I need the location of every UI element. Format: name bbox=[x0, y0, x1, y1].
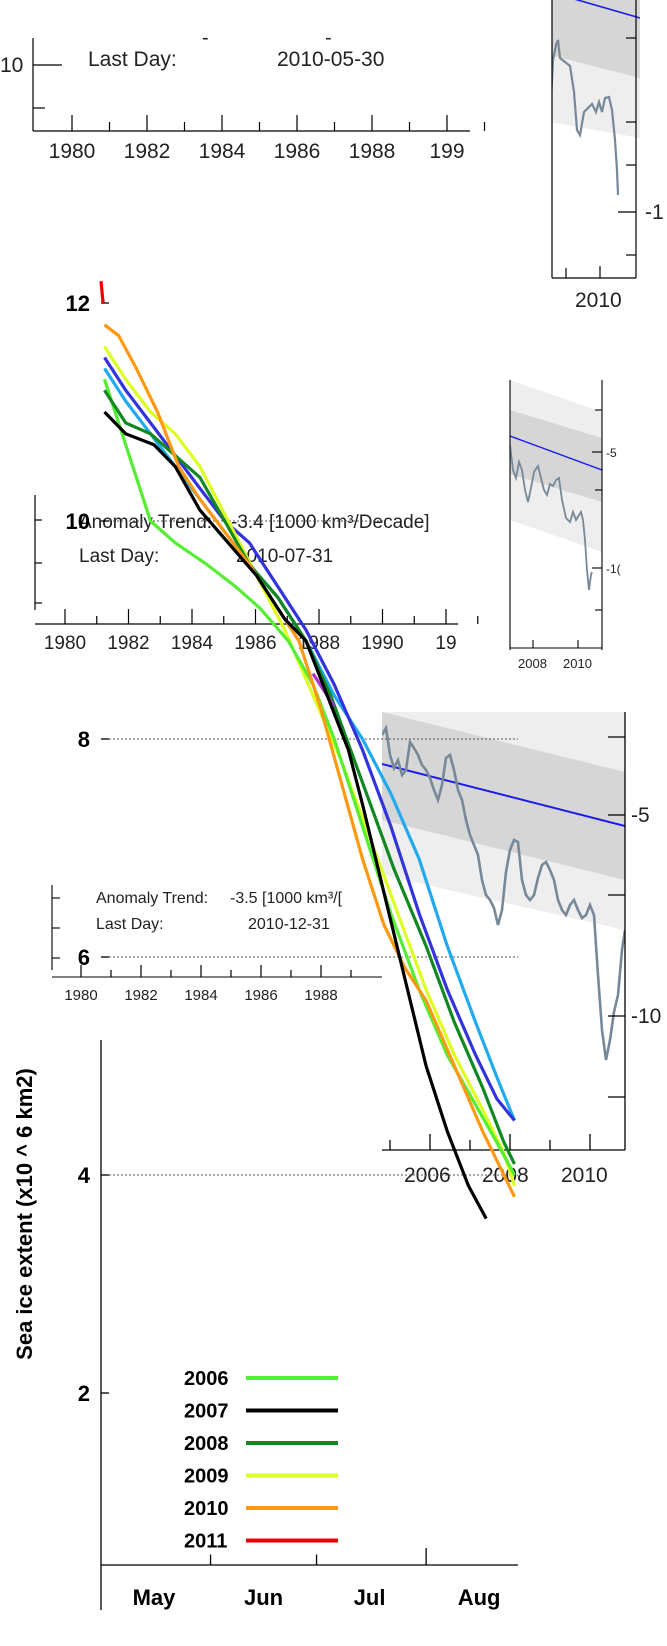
panel1-x-tick-label: 199 bbox=[429, 140, 464, 163]
main-legend: 2006 2007 2008 2009 2010 2011 bbox=[172, 1362, 357, 1555]
main-y-tick-label: 8 bbox=[78, 727, 90, 752]
panel1-y-tick-label: 10 bbox=[0, 54, 23, 77]
panel2-inset-x-tick-2010: 2010 bbox=[563, 656, 592, 671]
panel3-inset-anomaly-line bbox=[382, 724, 625, 1061]
panel1-x-tick-label: 1984 bbox=[199, 140, 246, 163]
panel-3: Anomaly Trend: -3.5 [1000 km³/[ Last Day… bbox=[51, 712, 661, 1187]
panel2-inset bbox=[510, 380, 602, 591]
panel1-x-tick-label: 1982 bbox=[124, 140, 171, 163]
panel-2: Anomaly Trend: -3.4 [1000 km³/Decade] La… bbox=[34, 380, 621, 671]
main-x-tick-label: May bbox=[133, 1585, 177, 1610]
panel1-inset-x-tick-label: 2010 bbox=[575, 289, 622, 312]
panel1-x-tick-label: 1988 bbox=[349, 140, 396, 163]
panel1-x-tick-label: 1986 bbox=[274, 140, 321, 163]
panel2-inset-y-tick-a: -5 bbox=[606, 446, 617, 460]
series-line-extra-6 bbox=[103, 356, 516, 1122]
panel1-inset-band-inner bbox=[552, 0, 640, 78]
legend-label: 2010 bbox=[184, 1498, 229, 1520]
panel1-x-tick-label: 1980 bbox=[49, 140, 96, 163]
panel3-x-tick-label: 1982 bbox=[124, 987, 157, 1004]
panel2-x-tick-label: 19 bbox=[435, 633, 456, 654]
panel3-x-ticks: 1980 1982 1984 1986 1988 bbox=[64, 965, 352, 1004]
panel1-last-day-value: 2010-05-30 bbox=[277, 48, 384, 71]
panel3-last-day-label: Last Day: bbox=[96, 916, 164, 933]
series-line-2011 bbox=[99, 281, 105, 304]
panel3-x-tick-label: 1988 bbox=[304, 987, 337, 1004]
panel2-inset-x-tick-2008: 2008 bbox=[518, 656, 547, 671]
panel3-trend-value: -3.5 [1000 km³/[ bbox=[230, 890, 343, 907]
panel3-x-tick-label: 1986 bbox=[244, 987, 277, 1004]
main-y-tick-label: 4 bbox=[78, 1163, 91, 1188]
panel3-x-tick-label: 1984 bbox=[184, 987, 217, 1004]
panel3-inset-y-tick-b: -10 bbox=[631, 1005, 661, 1028]
panel1-cut-text-2: - bbox=[325, 27, 332, 49]
panel1-inset bbox=[552, 0, 641, 196]
panel2-trend-value: -3.4 [1000 km³/Decade] bbox=[231, 512, 430, 533]
main-chart: Sea ice extent (x10 ^ 6 km2) 2 4 6 8 10 12 Ma… bbox=[12, 281, 518, 1610]
main-x-tick-label: Aug bbox=[458, 1585, 501, 1610]
main-x-tick-label: Jul bbox=[354, 1585, 386, 1610]
panel1-inset-trend-line bbox=[574, 0, 641, 19]
panel3-last-day-value: 2010-12-31 bbox=[248, 916, 330, 933]
main-x-tick-label: Jun bbox=[244, 1585, 283, 1610]
panel1-last-day-label: Last Day: bbox=[88, 48, 177, 71]
panel2-x-tick-label: 1982 bbox=[107, 633, 149, 654]
panel3-inset-y-tick-a: -5 bbox=[631, 804, 650, 827]
panel2-x-tick-label: 1990 bbox=[361, 633, 403, 654]
panel2-inset-trend-line bbox=[510, 435, 602, 471]
panel3-inset-x-tick-2006: 2006 bbox=[404, 1164, 451, 1187]
panel3-inset-x-tick-2010: 2010 bbox=[561, 1164, 608, 1187]
main-y-ticks: 2 4 6 8 10 12 bbox=[66, 291, 109, 1406]
panel1-x-ticks: 1980 1982 1984 1986 1988 199 bbox=[49, 115, 486, 163]
main-y-tick-label: 6 bbox=[78, 945, 90, 970]
panel2-last-day-label: Last Day: bbox=[79, 546, 159, 567]
main-gridlines bbox=[101, 520, 518, 1176]
legend-label: 2006 bbox=[184, 1368, 229, 1390]
panel3-x-tick-label: 1980 bbox=[64, 987, 97, 1004]
main-y-tick-label: 10 bbox=[66, 509, 90, 534]
panel1-inset-y-tick-label: -1 bbox=[645, 201, 664, 224]
panel3-inset-trend-line bbox=[382, 763, 625, 827]
panel-1: 10 Last Day: 2010-05-30 - - 1980 1982 1984… bbox=[0, 0, 664, 312]
panel2-trend-label: Anomaly Trend: bbox=[79, 512, 212, 533]
legend-label: 2007 bbox=[184, 1401, 229, 1423]
panel3-trend-label: Anomaly Trend: bbox=[96, 890, 208, 907]
series-line-2007 bbox=[103, 410, 488, 1220]
panel2-inset-anomaly-line bbox=[510, 444, 593, 591]
main-x-ticks: May Jun Jul Aug bbox=[133, 1548, 501, 1610]
panel2-x-tick-label: 1986 bbox=[234, 633, 276, 654]
panel1-cut-text: - bbox=[202, 27, 209, 49]
main-series bbox=[99, 281, 517, 1220]
main-y-tick-label: 2 bbox=[78, 1381, 90, 1406]
legend-label: 2011 bbox=[184, 1531, 227, 1553]
panel2-x-tick-label: 1980 bbox=[44, 633, 86, 654]
series-line-2010 bbox=[103, 323, 516, 1198]
panel2-x-tick-label: 1984 bbox=[171, 633, 214, 654]
main-y-tick-label: 12 bbox=[66, 291, 90, 316]
legend-label: 2009 bbox=[184, 1466, 229, 1488]
main-y-axis-label: Sea ice extent (x10 ^ 6 km2) bbox=[12, 1068, 37, 1360]
panel1-inset-anomaly-line bbox=[552, 39, 620, 196]
panel3-inset bbox=[382, 712, 625, 1061]
panel2-inset-y-tick-b: -1( bbox=[606, 562, 621, 576]
panel2-x-ticks: 1980 1982 1984 1986 1988 1990 19 bbox=[44, 609, 479, 654]
legend-label: 2008 bbox=[184, 1433, 229, 1455]
series-line-2009 bbox=[103, 345, 517, 1187]
